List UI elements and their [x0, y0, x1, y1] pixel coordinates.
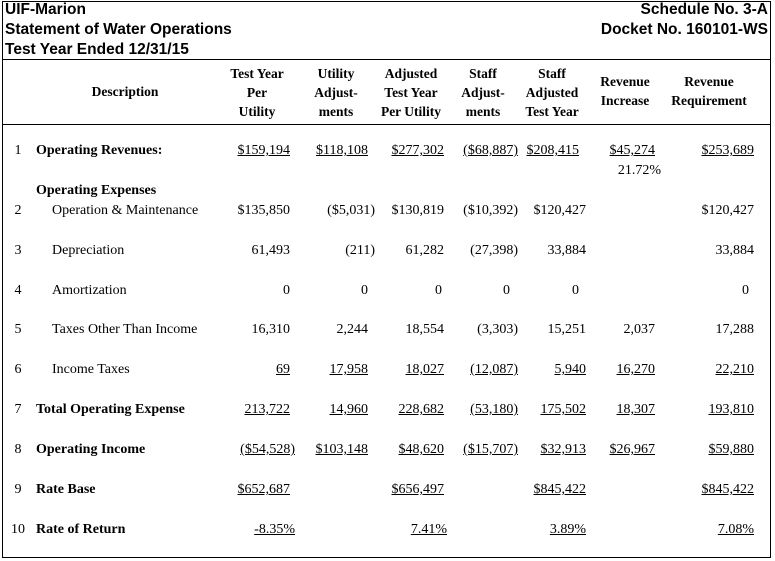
cell-adjusted: 0: [435, 283, 442, 298]
col-staff-adjustments-header: Staff Adjust-ments: [461, 66, 505, 119]
col-revenue-requirement-header: Revenue Requirement: [671, 74, 747, 108]
col-staff-adjusted-header: Staff Adjusted Test Year: [525, 66, 579, 119]
cell-staff-adj: ($68,887): [463, 143, 518, 158]
cell-revenue-requirement: $120,427: [701, 203, 755, 218]
cell-staff-adj: (27,398): [470, 243, 518, 258]
cell-staff-adjusted: 5,940: [554, 362, 587, 377]
row-number: 7: [14, 402, 22, 417]
row-label-operation-maintenance: Operation & Maintenance: [52, 203, 199, 218]
cell-revenue-requirement: $59,880: [708, 442, 755, 457]
cell-revenue-requirement: 33,884: [715, 243, 755, 258]
cell-staff-adjusted: 3.89%: [549, 522, 586, 537]
row-label-total-operating-expense: Total Operating Expense: [36, 402, 185, 417]
cell-test-year: $159,194: [237, 143, 291, 158]
row-label-depreciation: Depreciation: [52, 243, 125, 258]
cell-utility-adj: ($5,031): [327, 203, 375, 218]
cell-revenue-requirement: 22,210: [715, 362, 755, 377]
schedule-number: Schedule No. 3-A: [640, 1, 768, 18]
cell-adjusted: 7.41%: [410, 522, 447, 537]
cell-revenue-requirement: 7.08%: [717, 522, 754, 537]
cell-test-year: 0: [283, 283, 290, 298]
row-label-amortization: Amortization: [52, 283, 127, 298]
cell-adjusted: $48,620: [398, 442, 445, 457]
row-number: 5: [14, 322, 22, 337]
cell-revenue-increase: $45,274: [609, 143, 656, 158]
cell-adjusted: $277,302: [391, 143, 445, 158]
cell-staff-adjusted: 0: [572, 283, 579, 298]
column-header-divider: [2, 124, 771, 125]
row-number: 6: [14, 362, 22, 377]
cell-staff-adjusted: $32,913: [540, 442, 587, 457]
row-label-rate-of-return: Rate of Return: [36, 522, 126, 537]
row-number: 3: [14, 243, 22, 258]
test-year-title: Test Year Ended 12/31/15: [5, 41, 189, 58]
cell-staff-adj: (53,180): [470, 402, 518, 417]
cell-revenue-increase: 18,307: [616, 402, 656, 417]
cell-utility-adj: (211): [345, 243, 375, 258]
statement-title: Statement of Water Operations: [5, 21, 232, 38]
row-label-income-taxes: Income Taxes: [52, 362, 130, 377]
cell-utility-adj: $118,108: [316, 143, 368, 158]
cell-revenue-increase: $26,967: [609, 442, 656, 457]
section-operating-expenses: Operating Expenses: [36, 183, 157, 198]
cell-staff-adjusted: 175,502: [540, 402, 587, 417]
cell-revenue-requirement: $253,689: [701, 143, 755, 158]
cell-revenue-requirement: 17,288: [715, 322, 755, 337]
cell-staff-adjusted: $208,415: [526, 143, 580, 158]
col-utility-adjustments-header: Utility Adjust-ments: [314, 66, 358, 119]
cell-utility-adj: 0: [361, 283, 368, 298]
cell-adjusted: 18,554: [405, 322, 445, 337]
cell-test-year: 69: [276, 362, 290, 377]
row-number: 9: [14, 482, 22, 497]
col-description-header: Description: [91, 84, 159, 99]
cell-staff-adjusted: $845,422: [533, 482, 587, 497]
cell-staff-adj: (3,303): [477, 322, 518, 337]
cell-revenue-increase: 2,037: [623, 322, 656, 337]
row-number: 10: [11, 522, 25, 537]
row-number: 2: [14, 203, 22, 218]
cell-staff-adj: (12,087): [470, 362, 518, 377]
col-revenue-increase-header: Revenue Increase: [600, 74, 650, 108]
cell-staff-adj: 0: [503, 283, 510, 298]
cell-test-year: -8.35%: [254, 522, 295, 537]
cell-test-year: $135,850: [237, 203, 291, 218]
cell-utility-adj: 2,244: [336, 322, 369, 337]
cell-utility-adj: $103,148: [315, 442, 369, 457]
row-number: 1: [14, 143, 22, 158]
cell-revenue-requirement: 193,810: [708, 402, 755, 417]
cell-revenue-increase-percent: 21.72%: [617, 163, 661, 178]
cell-staff-adj: ($10,392): [463, 203, 518, 218]
col-test-year-header: Test Year Per Utility: [230, 66, 284, 119]
row-number: 8: [14, 442, 22, 457]
cell-test-year: 16,310: [251, 322, 291, 337]
cell-revenue-requirement: 0: [742, 283, 749, 298]
cell-staff-adjusted: 15,251: [547, 322, 587, 337]
cell-test-year: 213,722: [244, 402, 291, 417]
cell-revenue-increase: 16,270: [616, 362, 656, 377]
cell-revenue-requirement: $845,422: [701, 482, 755, 497]
cell-staff-adjusted: 33,884: [547, 243, 587, 258]
cell-utility-adj: 17,958: [329, 362, 369, 377]
row-number: 4: [14, 283, 22, 298]
col-adjusted-test-year-header: Adjusted Test Year Per Utility: [380, 66, 442, 119]
cell-adjusted: $130,819: [391, 203, 445, 218]
cell-adjusted: 61,282: [405, 243, 445, 258]
company-name: UIF-Marion: [5, 1, 86, 18]
cell-test-year: ($54,528): [240, 442, 295, 457]
cell-utility-adj: 14,960: [329, 402, 369, 417]
header-divider: [2, 59, 771, 60]
cell-adjusted: 228,682: [398, 402, 445, 417]
cell-adjusted: 18,027: [405, 362, 445, 377]
cell-staff-adjusted: $120,427: [533, 203, 587, 218]
docket-number: Docket No. 160101-WS: [600, 21, 768, 38]
cell-test-year: 61,493: [251, 243, 291, 258]
cell-adjusted: $656,497: [391, 482, 445, 497]
row-label-operating-revenues: Operating Revenues:: [36, 143, 163, 158]
cell-staff-adj: ($15,707): [463, 442, 518, 457]
cell-test-year: $652,687: [237, 482, 291, 497]
row-label-operating-income: Operating Income: [36, 442, 146, 457]
row-label-rate-base: Rate Base: [36, 482, 96, 497]
row-label-taxes-other: Taxes Other Than Income: [52, 322, 198, 337]
